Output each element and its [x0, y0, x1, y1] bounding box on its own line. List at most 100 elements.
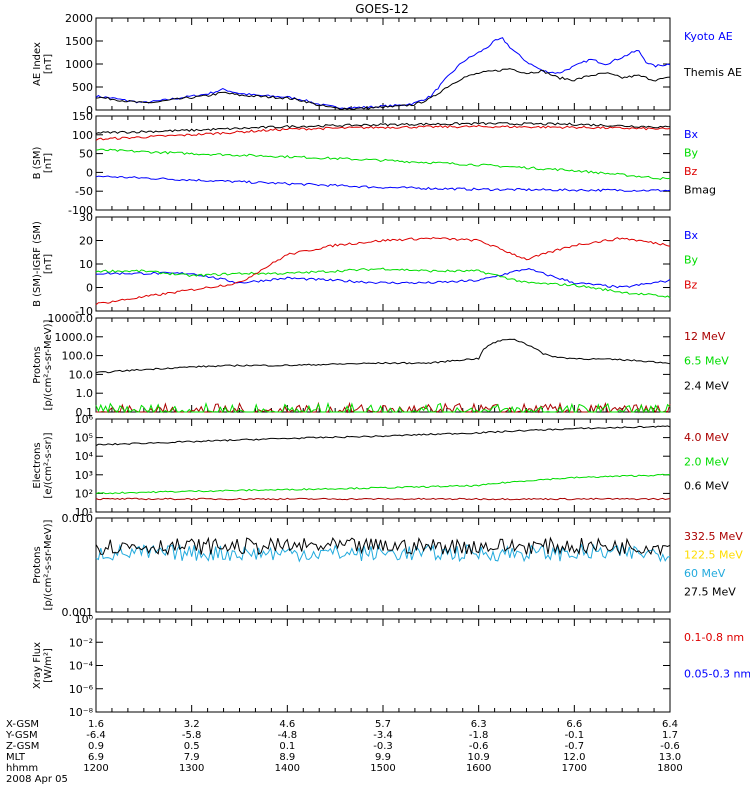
legend-entry: Kyoto AE [684, 30, 733, 43]
x-axis-value: 1500 [370, 763, 395, 774]
x-axis-value: 6.4 [662, 719, 678, 730]
y-axis-label: AE Index [32, 42, 43, 86]
x-axis-value: 1700 [562, 763, 587, 774]
y-tick-label: 500 [72, 81, 93, 94]
series-line [95, 121, 671, 135]
x-axis-row-label: Y-GSM [5, 730, 38, 741]
y-tick-label: -50 [75, 185, 93, 198]
legend-entry: 122.5 MeV [684, 549, 743, 562]
y-tick-label: 10⁻⁴ [69, 660, 94, 673]
panel-7: 10⁰ 10⁻² 10⁻⁴ 10⁻⁶ 10⁻⁸ Xray Flux [W/m²] 0.1-0.… [32, 613, 750, 719]
y-tick-label: 10² [75, 487, 93, 500]
x-axis-value: 9.9 [375, 752, 391, 763]
panel-frame [95, 317, 671, 413]
panel-3: 30 20 10 0 -10 B (SM)-IGRF (SM) [nT] Bx By Bz [32, 211, 699, 318]
panel-5: 10⁶ 10⁵ 10⁴ 10³ 10² 10¹ Electrons [e/(cm²-s-sr)… [32, 413, 729, 519]
y-tick-label: 1.0 [76, 387, 94, 400]
x-axis-value: -1.8 [469, 730, 489, 741]
x-axis-value: 0.9 [88, 741, 104, 752]
x-axis-value: 6.3 [471, 719, 487, 730]
y-tick-label: 10⁻⁶ [69, 683, 94, 696]
x-axis-value: 1600 [466, 763, 491, 774]
y-axis-label: B (SM) [32, 146, 43, 179]
panel-4: 10000.0 1000.0 100.0 10.0 1.0 0.1 Protons [p/(c… [32, 312, 729, 419]
x-axis-value: 1.6 [88, 719, 104, 730]
y-tick-label: 10⁵ [75, 432, 93, 445]
x-axis-value: 5.7 [375, 719, 391, 730]
x-axis-value: 3.2 [184, 719, 200, 730]
y-axis-label: Electrons [32, 442, 43, 488]
legend-entry: Bz [684, 278, 698, 291]
y-axis-label: Xray Flux [32, 642, 43, 689]
x-axis-value: 6.9 [88, 752, 104, 763]
legend-entry: 332.5 MeV [684, 530, 743, 543]
panel-frame [95, 517, 671, 613]
legend-entry: Bx [684, 128, 699, 141]
panel-2: 150 100 50 0 -50 -100 B (SM) [nT] Bx By Bz Bmag [32, 110, 716, 217]
series-line [95, 497, 671, 501]
legend-entry: 0.6 MeV [684, 480, 729, 493]
series-line [95, 401, 671, 414]
x-axis-value: 6.6 [566, 719, 582, 730]
x-axis-value: -0.7 [565, 741, 585, 752]
y-tick-label: 1500 [65, 35, 93, 48]
x-axis-value: 1.7 [662, 730, 678, 741]
y-tick-label: 20 [79, 235, 93, 248]
x-axis-value: 1200 [83, 763, 108, 774]
x-axis-value: 1800 [657, 763, 682, 774]
y-tick-label: 10⁰ [75, 613, 94, 626]
y-tick-label: 10000.0 [48, 312, 94, 325]
series-line [95, 148, 671, 180]
x-axis-value: -0.3 [373, 741, 393, 752]
y-axis-label: [nT] [43, 54, 54, 74]
legend-entry: 2.4 MeV [684, 379, 729, 392]
legend-entry: 27.5 MeV [684, 586, 736, 599]
y-tick-label: 1000 [65, 58, 93, 71]
y-tick-label: 10¹ [75, 506, 93, 519]
y-axis-label: [nT] [43, 153, 54, 173]
x-axis-value: -4.8 [278, 730, 298, 741]
series-line [95, 175, 671, 192]
y-tick-label: 30 [79, 211, 93, 224]
x-axis-value: 10.9 [468, 752, 490, 763]
y-tick-label: 10⁻⁸ [69, 706, 94, 719]
x-axis-value: 1300 [179, 763, 204, 774]
x-axis-row-label: hhmm [6, 763, 38, 774]
panel-frame [95, 216, 671, 312]
y-tick-label: -100 [68, 204, 93, 217]
series-line [95, 543, 671, 563]
x-axis-value: 0.1 [279, 741, 295, 752]
x-axis-value: -6.4 [86, 730, 106, 741]
panel-6: 0.010 0.001 Protons [p/(cm²-s-sr-MeV)] 332.5… [32, 512, 743, 619]
y-axis-label: Protons [32, 546, 43, 583]
x-axis-value: 8.9 [279, 752, 295, 763]
series-line [95, 536, 671, 557]
y-axis-label: [e/(cm²-s-sr)] [43, 432, 54, 498]
x-axis-value: -0.1 [565, 730, 585, 741]
series-line [95, 124, 671, 141]
plot-title: GOES-12 [355, 2, 409, 16]
x-axis-value: 4.6 [279, 719, 295, 730]
y-tick-label: 150 [72, 110, 93, 123]
y-tick-label: 0.001 [62, 606, 94, 619]
x-axis-value: 7.9 [184, 752, 200, 763]
x-axis-row-label: X-GSM [6, 719, 39, 730]
legend-entry: 6.5 MeV [684, 355, 729, 368]
x-axis-row-label: MLT [6, 752, 26, 763]
series-line [95, 338, 671, 374]
y-axis-label: B (SM)-IGRF (SM) [32, 221, 43, 307]
legend-entry: 2.0 MeV [684, 455, 729, 468]
x-axis-value: -3.4 [373, 730, 393, 741]
panel-frame [95, 17, 671, 111]
series-line [95, 68, 671, 110]
legend-entry: 12 MeV [684, 330, 726, 343]
y-tick-label: 0 [86, 166, 93, 179]
y-tick-label: 0 [86, 282, 93, 295]
y-axis-label: [W/m²] [43, 648, 54, 683]
y-tick-label: 10⁴ [75, 450, 94, 463]
x-axis-row-label: Z-GSM [6, 741, 39, 752]
series-line [95, 425, 671, 447]
y-tick-label: 50 [79, 148, 93, 161]
x-axis-value: -0.6 [469, 741, 489, 752]
legend-entry: 4.0 MeV [684, 431, 729, 444]
